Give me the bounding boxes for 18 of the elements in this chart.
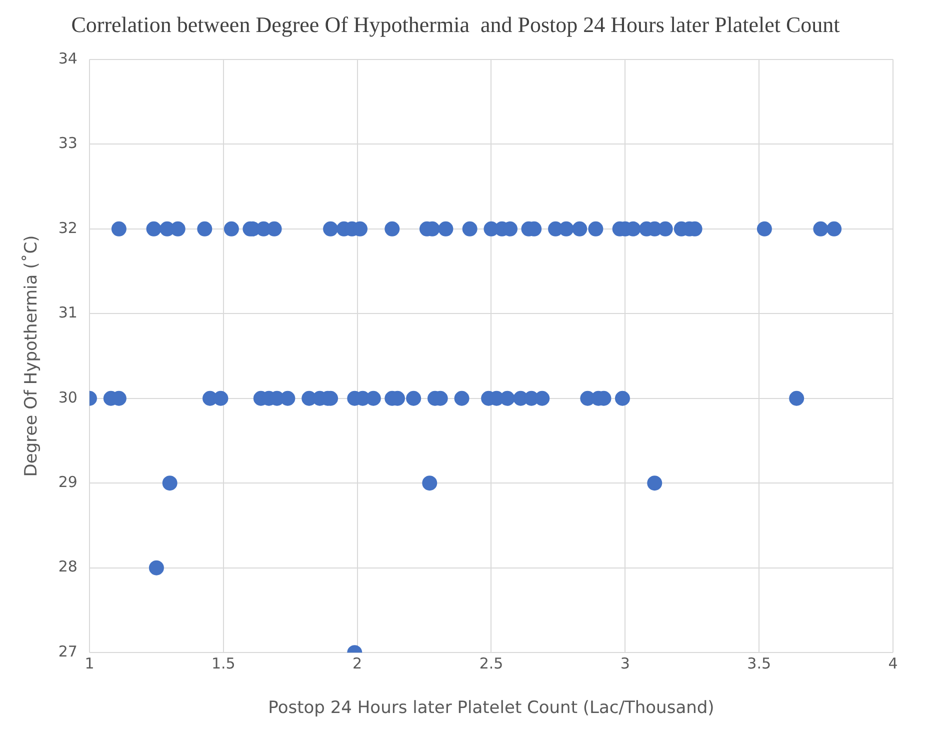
chart-title: Correlation between Degree Of Hypothermia and Postop 24 Hours later Platelet Count — [71, 12, 840, 37]
y-axis-title: Degree Of Hypothermia (˚C) — [22, 235, 42, 477]
y-tick-label: 30 — [58, 388, 78, 406]
x-tick-label: 3.5 — [747, 654, 772, 672]
y-tick-label: 29 — [58, 473, 78, 492]
y-tick-label: 31 — [58, 304, 78, 322]
y-tick-label: 27 — [58, 642, 78, 660]
x-tick-label: 1.5 — [211, 654, 236, 672]
y-tick-label: 33 — [58, 134, 78, 152]
y-tick-label: 28 — [58, 558, 78, 576]
y-tick-label: 32 — [58, 218, 78, 237]
y-tick-label: 34 — [58, 49, 78, 68]
x-tick-label: 2 — [352, 654, 362, 672]
x-tick-label: 1 — [84, 654, 94, 672]
x-tick-label: 2.5 — [479, 654, 504, 672]
x-axis-title: Postop 24 Hours later Platelet Count (Lac/Thousand) — [268, 698, 714, 718]
x-tick-label: 3 — [620, 654, 630, 672]
x-tick-label: 4 — [888, 654, 898, 672]
